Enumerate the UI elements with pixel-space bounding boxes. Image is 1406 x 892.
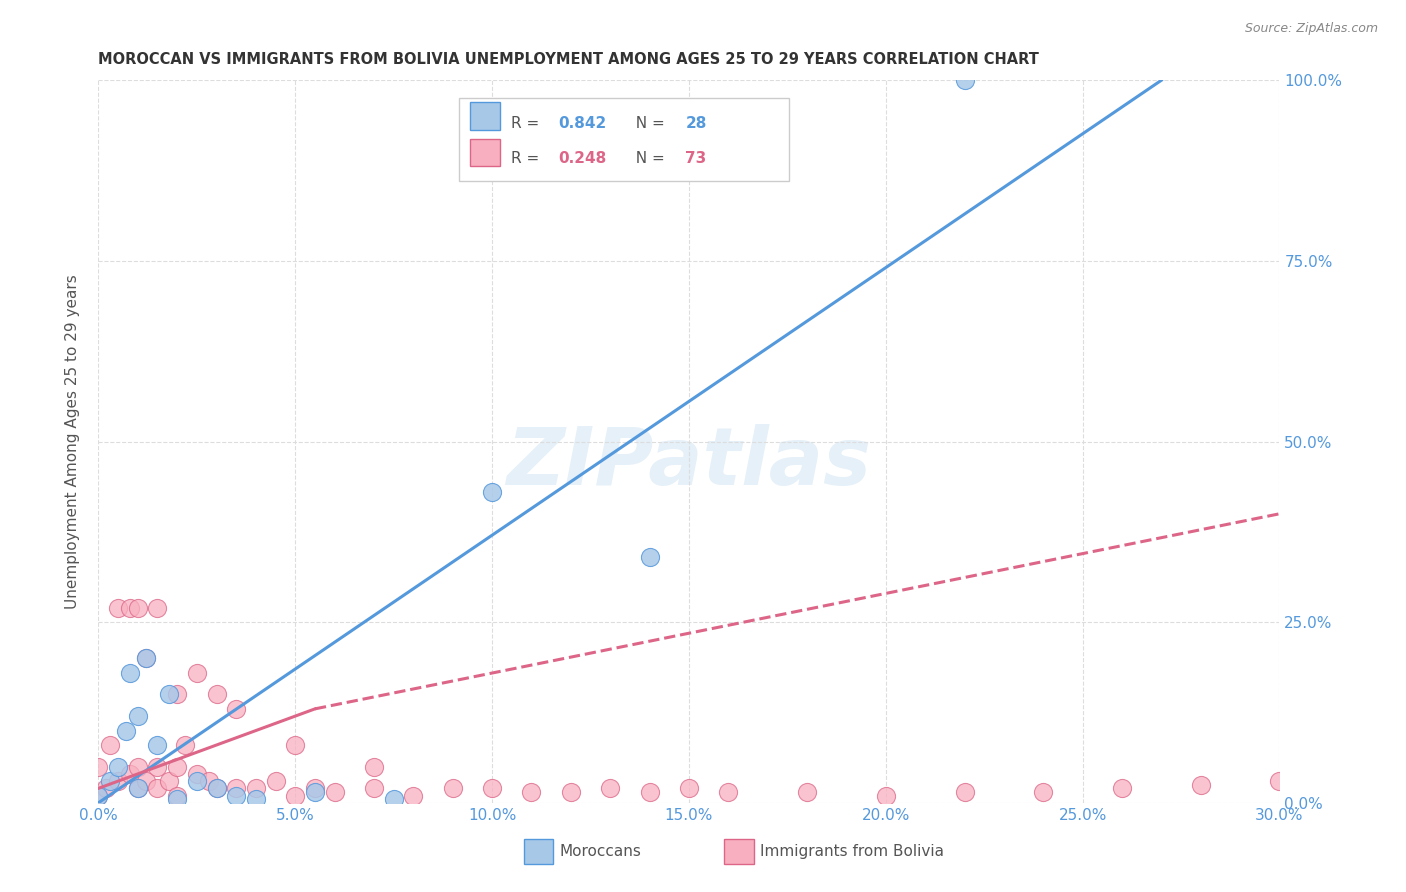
Point [146, 760, 169, 774]
Text: 28: 28 [685, 116, 707, 131]
Point [135, 651, 157, 665]
Point [135, 651, 157, 665]
Point [87, 789, 110, 803]
Text: Immigrants from Bolivia: Immigrants from Bolivia [759, 845, 943, 859]
Text: R =: R = [510, 116, 544, 131]
Point [98, 738, 121, 752]
Point [107, 600, 129, 615]
Point [638, 550, 661, 565]
Text: ZIPatlas: ZIPatlas [506, 425, 872, 502]
Point [560, 785, 582, 799]
Text: N =: N = [626, 152, 671, 167]
Text: Source: ZipAtlas.com: Source: ZipAtlas.com [1244, 22, 1378, 36]
Point [717, 785, 740, 799]
Point [304, 785, 326, 799]
Point [107, 774, 129, 789]
Text: MOROCCAN VS IMMIGRANTS FROM BOLIVIA UNEMPLOYMENT AMONG AGES 25 TO 29 YEARS CORRE: MOROCCAN VS IMMIGRANTS FROM BOLIVIA UNEM… [98, 52, 1039, 67]
Point [127, 709, 149, 723]
Point [166, 792, 188, 806]
Point [115, 723, 138, 738]
Point [638, 785, 661, 799]
Point [953, 73, 976, 87]
FancyBboxPatch shape [471, 139, 501, 167]
Point [1189, 778, 1212, 792]
Point [186, 774, 208, 789]
Point [87, 760, 110, 774]
Point [481, 781, 503, 796]
Point [157, 774, 180, 789]
Point [245, 781, 267, 796]
Text: N =: N = [626, 116, 671, 131]
Text: 73: 73 [685, 152, 707, 167]
Point [166, 760, 188, 774]
Y-axis label: Unemployment Among Ages 25 to 29 years: Unemployment Among Ages 25 to 29 years [65, 274, 80, 609]
Point [127, 600, 149, 615]
FancyBboxPatch shape [523, 838, 553, 864]
Point [127, 781, 149, 796]
FancyBboxPatch shape [471, 103, 501, 130]
Point [166, 789, 188, 803]
Point [1032, 785, 1054, 799]
Point [146, 738, 169, 752]
Point [323, 785, 346, 799]
Point [264, 774, 287, 789]
Point [197, 774, 219, 789]
Point [796, 785, 818, 799]
Point [96, 781, 118, 796]
Text: 0.842: 0.842 [558, 116, 606, 131]
Point [166, 687, 188, 701]
Point [146, 781, 169, 796]
Point [186, 767, 208, 781]
Point [284, 789, 307, 803]
Text: R =: R = [510, 152, 544, 167]
Point [245, 792, 267, 806]
Point [135, 774, 157, 789]
Point [225, 702, 247, 716]
Point [363, 760, 385, 774]
Point [520, 785, 543, 799]
Point [127, 760, 149, 774]
Point [205, 687, 228, 701]
Point [953, 785, 976, 799]
Point [127, 781, 149, 796]
Point [363, 781, 385, 796]
Point [157, 687, 180, 701]
Point [875, 789, 897, 803]
Point [205, 781, 228, 796]
Point [382, 792, 405, 806]
FancyBboxPatch shape [458, 98, 789, 181]
Point [107, 760, 129, 774]
Text: 0.248: 0.248 [558, 152, 606, 167]
Point [118, 665, 141, 680]
Point [118, 600, 141, 615]
Point [599, 781, 621, 796]
Point [118, 767, 141, 781]
Point [1268, 774, 1291, 789]
Point [146, 600, 169, 615]
Point [174, 738, 197, 752]
Point [87, 789, 110, 803]
FancyBboxPatch shape [724, 838, 754, 864]
Point [441, 781, 464, 796]
Point [186, 665, 208, 680]
Point [225, 781, 247, 796]
Point [284, 738, 307, 752]
Point [1111, 781, 1133, 796]
Text: Moroccans: Moroccans [560, 845, 641, 859]
Point [304, 781, 326, 796]
Point [678, 781, 700, 796]
Point [225, 789, 247, 803]
Point [98, 774, 121, 789]
Point [481, 485, 503, 500]
Point [205, 781, 228, 796]
Point [402, 789, 425, 803]
